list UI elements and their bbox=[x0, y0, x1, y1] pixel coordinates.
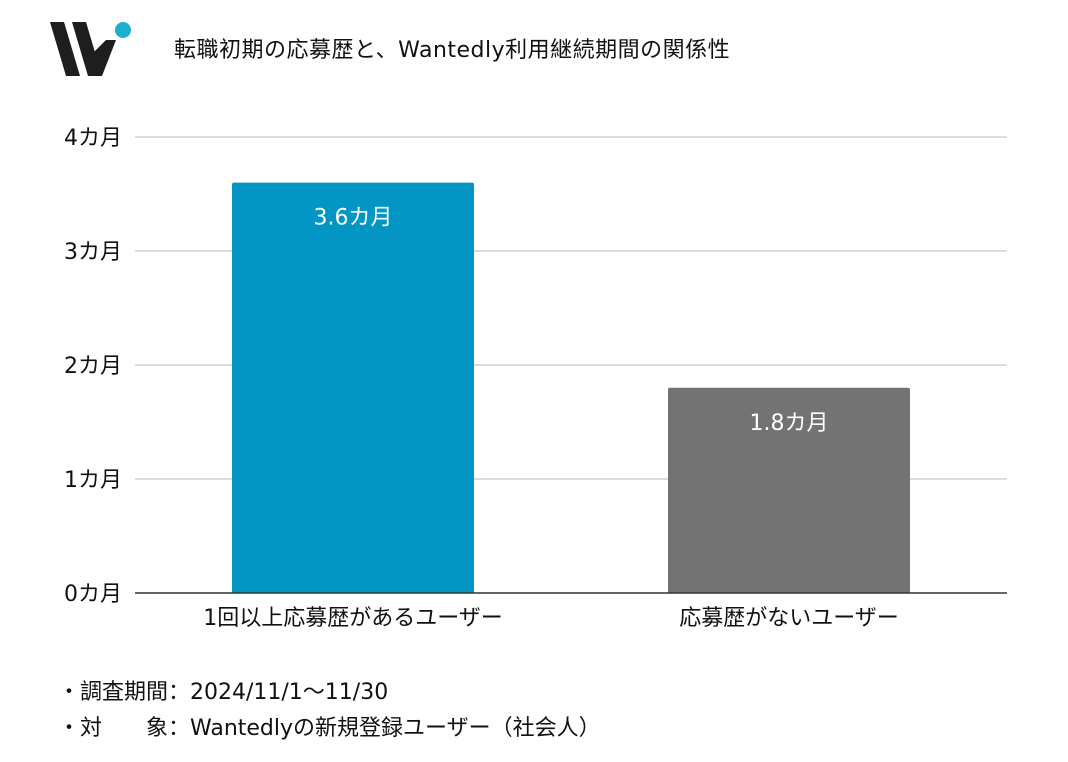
bar-1 bbox=[232, 182, 474, 593]
x-tick-label: 応募歴がないユーザー bbox=[679, 606, 899, 631]
wantedly-logo bbox=[50, 22, 131, 76]
logo-mark-stroke-3 bbox=[90, 40, 116, 76]
y-tick-label: 2カ月 bbox=[64, 354, 122, 379]
x-axis-labels: 1回以上応募歴があるユーザー 応募歴がないユーザー bbox=[203, 606, 899, 631]
y-tick-label: 4カ月 bbox=[64, 126, 122, 151]
logo-mark-stroke-1 bbox=[50, 22, 80, 76]
y-tick-label: 1カ月 bbox=[64, 468, 122, 493]
chart-title: 転職初期の応募歴と、Wantedly利用継続期間の関係性 bbox=[174, 38, 731, 63]
x-tick-label: 1回以上応募歴があるユーザー bbox=[203, 606, 503, 631]
logo-dot bbox=[115, 22, 131, 38]
bars bbox=[232, 182, 910, 593]
y-tick-label: 0カ月 bbox=[64, 582, 122, 607]
y-tick-label: 3カ月 bbox=[64, 240, 122, 265]
bar-2 bbox=[668, 387, 910, 593]
bar-value-label: 1.8カ月 bbox=[750, 411, 829, 436]
note-survey-period: ・調査期間：2024/11/1〜11/30 bbox=[58, 680, 389, 705]
data-labels: 3.6カ月 1.8カ月 bbox=[314, 206, 829, 436]
bar-value-label: 3.6カ月 bbox=[314, 206, 393, 231]
y-axis-labels: 0カ月 1カ月 2カ月 3カ月 4カ月 bbox=[64, 126, 122, 607]
bar-chart: 0カ月 1カ月 2カ月 3カ月 4カ月 3.6カ月 1.8カ月 1回以上応募歴があるユーザ… bbox=[64, 126, 1007, 631]
notes: ・調査期間：2024/11/1〜11/30 ・対 象：Wantedlyの新規登録… bbox=[58, 675, 601, 747]
note-target: ・対 象：Wantedlyの新規登録ユーザー（社会人） bbox=[58, 716, 601, 741]
